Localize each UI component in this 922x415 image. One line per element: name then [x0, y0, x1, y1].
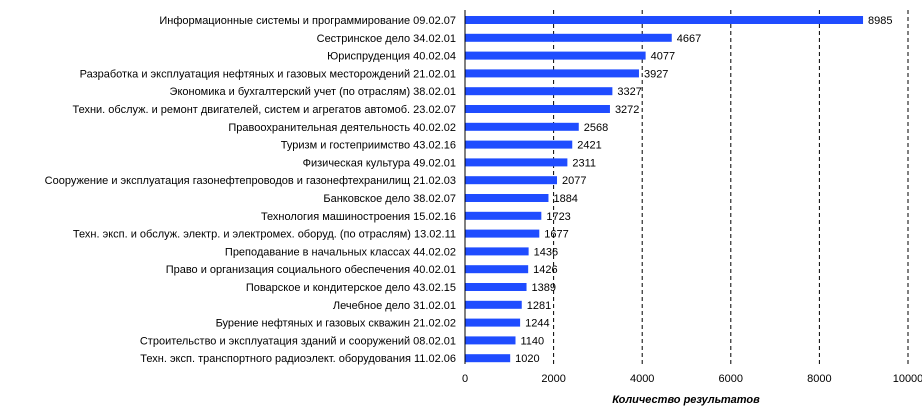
data-label: 8985 — [868, 15, 892, 27]
data-label: 3272 — [615, 104, 639, 116]
category-label: Преподавание в начальных классах 44.02.0… — [225, 246, 456, 258]
category-label: Технология машиностроения 15.02.16 — [261, 211, 456, 223]
x-axis-title: Количество результатов — [612, 394, 760, 406]
category-label: Банковское дело 38.02.07 — [323, 193, 456, 205]
bar — [465, 229, 540, 238]
bar — [465, 33, 672, 42]
category-label: Правоохранительная деятельность 40.02.02 — [228, 122, 456, 134]
data-label: 1723 — [546, 211, 570, 223]
x-tick-label: 8000 — [807, 373, 831, 385]
data-label: 2311 — [572, 157, 596, 169]
bar — [465, 194, 549, 202]
category-label: Бурение нефтяных и газовых скважин 21.02… — [216, 318, 456, 330]
data-label: 3927 — [644, 68, 668, 80]
category-label: Физическая культура 49.02.01 — [303, 157, 456, 169]
data-label: 1426 — [533, 264, 557, 276]
category-label: Сооружение и эксплуатация газонефтепрово… — [45, 175, 456, 187]
bar — [465, 158, 568, 167]
data-label: 1436 — [534, 246, 558, 258]
bar — [465, 265, 529, 274]
data-label: 4667 — [677, 33, 701, 45]
bar — [465, 300, 522, 309]
category-label: Техн. эксп. транспортного радиоэлект. об… — [140, 353, 456, 365]
category-label: Экономика и бухгалтерский учет (по отрас… — [170, 86, 456, 98]
data-label: 4077 — [651, 51, 675, 63]
category-label: Информационные системы и программировани… — [159, 15, 456, 27]
data-label: 1244 — [525, 318, 549, 330]
bar — [465, 87, 613, 96]
bar — [465, 336, 516, 345]
x-tick-label: 4000 — [630, 373, 654, 385]
bar — [465, 51, 646, 60]
data-label: 1020 — [515, 353, 539, 365]
data-label: 1884 — [553, 193, 577, 205]
x-tick-label: 6000 — [719, 373, 743, 385]
gridlines — [553, 10, 909, 364]
x-tick-label: 10000 — [893, 373, 922, 385]
data-label: 3327 — [617, 86, 641, 98]
bar — [465, 105, 610, 113]
category-label: Сестринское дело 34.02.01 — [317, 33, 456, 45]
category-label: Поварское и кондитерское дело 43.02.15 — [246, 282, 456, 294]
data-label: 1677 — [544, 229, 568, 241]
category-label: Туризм и гостеприимство 43.02.16 — [281, 140, 456, 152]
category-label: Лечебное дело 31.02.01 — [333, 300, 456, 312]
x-tick-label: 2000 — [541, 373, 565, 385]
bar — [465, 318, 521, 327]
bar — [465, 211, 542, 220]
category-label: Техн. эксп. и обслуж. электр. и электром… — [73, 229, 456, 241]
data-label: 2421 — [577, 140, 601, 152]
data-label: 1389 — [532, 282, 556, 294]
bar — [465, 247, 529, 256]
bars-group: 8985 Информационные системы и программиро… — [45, 15, 893, 365]
x-axis: 0 2000 4000 6000 8000 10000 — [462, 10, 922, 385]
x-tick-label: 0 — [462, 373, 468, 385]
category-label: Строительство и эксплуатация зданий и со… — [140, 335, 456, 347]
data-label: 2077 — [562, 175, 586, 187]
category-label: Разработка и эксплуатация нефтяных и газ… — [80, 68, 456, 80]
bar — [465, 283, 527, 291]
category-label: Техни. обслуж. и ремонт двигателей, сист… — [72, 104, 456, 116]
bar — [465, 122, 579, 131]
data-label: 1140 — [521, 335, 545, 347]
data-label: 1281 — [527, 300, 551, 312]
category-label: Юриспруденция 40.02.04 — [327, 51, 456, 63]
bar — [465, 140, 573, 149]
bar — [465, 16, 864, 24]
bar — [465, 69, 639, 78]
category-label: Право и организация социального обеспече… — [166, 264, 456, 276]
bar — [465, 176, 558, 185]
bar — [465, 354, 511, 363]
data-label: 2568 — [584, 122, 608, 134]
